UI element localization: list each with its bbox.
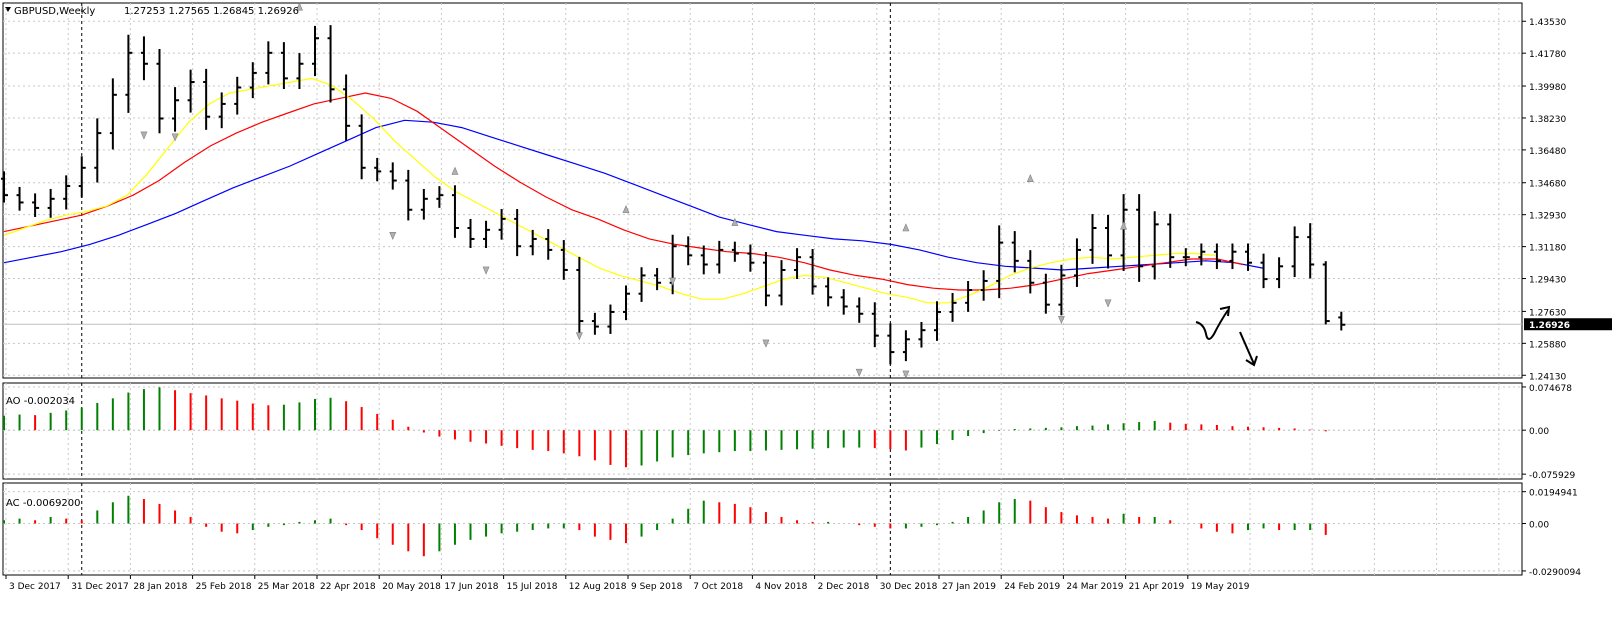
fractal-down-marker [140, 131, 148, 140]
x-tick-label: 25 Mar 2018 [258, 582, 315, 592]
current-price-label: 1.26926 [1529, 321, 1570, 331]
y-tick-label: 1.31180 [1529, 244, 1566, 254]
ao-y-tick-label: 0.074678 [1529, 384, 1572, 394]
y-tick-label: 1.32930 [1529, 212, 1566, 222]
x-tick-label: 24 Mar 2019 [1066, 582, 1123, 592]
x-tick-label: 30 Dec 2018 [880, 582, 938, 592]
ac-histogram [3, 495, 1327, 557]
x-tick-label: 12 Aug 2018 [569, 582, 627, 592]
x-tick-label: 4 Nov 2018 [755, 582, 807, 592]
forecast-arrow-up-head [1219, 305, 1231, 317]
y-tick-label: 1.27630 [1529, 308, 1566, 318]
forecast-arrow-down-head [1245, 355, 1258, 367]
x-tick-label: 25 Feb 2018 [196, 582, 252, 592]
fractal-up-marker [1026, 173, 1034, 183]
y-tick-label: 1.25880 [1529, 340, 1566, 350]
x-tick-label: 21 Apr 2019 [1129, 582, 1185, 592]
fractal-up-marker [1120, 221, 1128, 230]
price-bars [1, 25, 1346, 365]
drawn-annotations [1195, 305, 1258, 367]
x-tick-label: 27 Jan 2019 [942, 582, 996, 592]
x-tick-label: 7 Oct 2018 [693, 582, 743, 592]
time-axis: 3 Dec 2017 31 Dec 2017 28 Jan 2018 25 Feb 2… [5, 575, 1250, 592]
ac-y-tick-label: 0.0194941 [1529, 489, 1578, 499]
fractal-down-marker [669, 277, 677, 286]
fractal-down-marker [1104, 299, 1112, 308]
pane-frame [2, 482, 1523, 576]
y-tick-label: 1.43530 [1529, 18, 1566, 28]
fractal-up-marker [902, 223, 910, 232]
x-tick-label: 24 Feb 2019 [1004, 582, 1060, 592]
price-axis: 1.43530 1.41780 1.39980 1.38230 1.36480 1.346… [1522, 18, 1612, 578]
x-tick-label: 3 Dec 2017 [9, 582, 61, 592]
ao-y-tick-label: 0.00 [1529, 427, 1549, 437]
pane-frame [2, 382, 1523, 480]
current-price-box [1524, 318, 1612, 331]
fractal-up-marker [451, 166, 459, 175]
ma-blue-line [3, 119, 1264, 271]
fractal-down-marker [902, 370, 910, 379]
grid-lines [3, 3, 1522, 575]
ac-label: AC -0.0069200 [6, 498, 81, 509]
fractal-up-marker [295, 2, 303, 11]
x-tick-label: 20 May 2018 [382, 582, 441, 592]
chart-title: GBPUSD,Weekly [14, 6, 95, 17]
fractal-down-marker [171, 133, 179, 142]
y-tick-label: 1.34680 [1529, 180, 1566, 190]
pane-frames [2, 2, 1523, 576]
ao-label: AO -0.002034 [6, 396, 75, 407]
fractal-down-marker [1057, 315, 1065, 325]
y-tick-label: 1.24130 [1529, 372, 1566, 382]
x-tick-label: 2 Dec 2018 [818, 582, 870, 592]
x-tick-label: 22 Apr 2018 [320, 582, 376, 592]
ma-yellow-line [3, 77, 1216, 304]
y-tick-label: 1.29430 [1529, 276, 1566, 286]
fractal-up-marker [622, 204, 630, 214]
fractal-down-marker [762, 339, 770, 348]
fractal-down-marker [855, 368, 863, 377]
x-tick-label: 15 Jul 2018 [507, 582, 558, 592]
period-separators [81, 3, 891, 575]
ac-y-tick-label: -0.0290094 [1529, 568, 1581, 578]
forecast-arrow-down [1239, 331, 1255, 365]
ao-y-tick-label: -0.075929 [1529, 471, 1575, 481]
x-tick-label: 19 May 2019 [1191, 582, 1250, 592]
fractal-down-marker [389, 231, 397, 241]
fractal-down-marker [482, 266, 490, 275]
y-tick-label: 1.39980 [1529, 83, 1566, 93]
ma-red-line [3, 92, 1244, 291]
fractal-down-marker [575, 332, 583, 341]
x-tick-label: 31 Dec 2017 [71, 582, 129, 592]
x-tick-label: 9 Sep 2018 [631, 582, 683, 592]
forecast-arrow-up [1195, 309, 1229, 340]
ao-histogram [3, 387, 1327, 468]
y-tick-label: 1.41780 [1529, 50, 1566, 60]
ohlc-readout: 1.27253 1.27565 1.26845 1.26926 [124, 6, 299, 17]
fractal-markers [140, 2, 1128, 379]
pane-frame [2, 2, 1523, 379]
y-tick-label: 1.38230 [1529, 115, 1566, 125]
y-tick-label: 1.36480 [1529, 147, 1566, 157]
fractal-up-marker [731, 217, 739, 226]
x-tick-label: 28 Jan 2018 [133, 582, 187, 592]
ac-y-tick-label: 0.00 [1529, 521, 1549, 531]
x-tick-label: 17 Jun 2018 [444, 582, 498, 592]
